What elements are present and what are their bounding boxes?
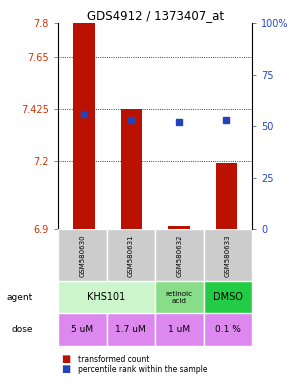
Bar <box>155 313 204 346</box>
Text: ■: ■ <box>61 354 70 364</box>
Bar <box>58 313 106 346</box>
Title: GDS4912 / 1373407_at: GDS4912 / 1373407_at <box>87 9 224 22</box>
Bar <box>155 230 204 281</box>
Text: dose: dose <box>11 325 33 334</box>
Bar <box>168 226 189 230</box>
Bar <box>204 281 252 313</box>
Bar <box>73 23 95 230</box>
Bar <box>58 230 106 281</box>
Bar <box>204 313 252 346</box>
Text: KHS101: KHS101 <box>88 292 126 302</box>
Text: ■: ■ <box>61 364 70 374</box>
Text: GSM580632: GSM580632 <box>176 234 182 276</box>
Text: 1 uM: 1 uM <box>168 325 191 334</box>
Text: retinoic
acid: retinoic acid <box>166 291 193 304</box>
Bar <box>121 109 142 230</box>
Text: agent: agent <box>6 293 33 302</box>
Bar <box>155 281 204 313</box>
Text: 5 uM: 5 uM <box>71 325 93 334</box>
Text: 0.1 %: 0.1 % <box>215 325 241 334</box>
Text: 1.7 uM: 1.7 uM <box>115 325 146 334</box>
Text: GSM580630: GSM580630 <box>79 234 85 276</box>
Text: GSM580631: GSM580631 <box>128 234 134 276</box>
Bar <box>106 230 155 281</box>
Text: percentile rank within the sample: percentile rank within the sample <box>78 365 208 374</box>
Text: GSM580633: GSM580633 <box>225 234 231 276</box>
Text: transformed count: transformed count <box>78 354 150 364</box>
Bar <box>58 281 155 313</box>
Bar <box>215 163 237 230</box>
Bar <box>204 230 252 281</box>
Bar <box>106 313 155 346</box>
Text: DMSO: DMSO <box>213 292 243 302</box>
